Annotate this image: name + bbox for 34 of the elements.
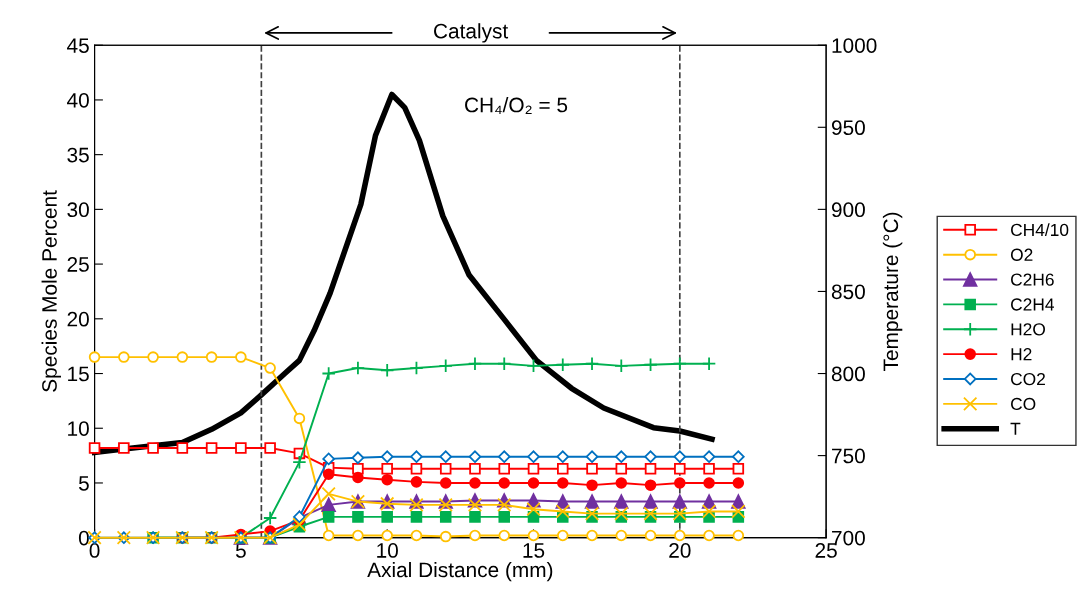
y2-axis-title: Temperature (°C): [882, 212, 903, 371]
legend-label: CH4/10: [1011, 223, 1069, 237]
legend-label: CO: [1011, 397, 1036, 411]
y-tick-label: 45: [67, 38, 89, 53]
legend-label: C2H6: [1011, 273, 1054, 286]
x-tick-label: 15: [523, 543, 545, 558]
x-tick-label: 20: [669, 543, 691, 558]
y-tick-label: 0: [78, 530, 89, 546]
y2-tick-label: 950: [831, 120, 865, 136]
text: Catalyst: [434, 23, 509, 43]
y2-tick-label: 850: [831, 284, 865, 300]
y2-tick-label: 900: [831, 202, 865, 218]
x-tick-label: 10: [377, 543, 398, 558]
annotation: CH₄/O₂ = 5: [465, 97, 568, 114]
legend-label: T: [1010, 422, 1021, 435]
y2-tick-label: 800: [831, 366, 865, 382]
y-tick-label: 35: [67, 147, 89, 163]
legend-label: CO2: [1011, 372, 1045, 386]
y-tick-label: 30: [67, 202, 89, 218]
y-tick-label: 10: [68, 421, 89, 436]
legend-label: H2: [1011, 348, 1032, 361]
y-tick-label: 40: [67, 92, 89, 108]
legend-label: H2O: [1011, 323, 1045, 336]
y-tick-label: 25: [67, 257, 89, 272]
legend-label: O2: [1010, 248, 1033, 261]
y-tick-label: 20: [67, 311, 89, 327]
y-tick-label: 15: [68, 366, 89, 382]
y-tick-label: 5: [78, 476, 89, 491]
x-axis-title: Axial Distance (mm): [367, 561, 553, 582]
y-axis-title: Species Mole Percent: [41, 190, 61, 392]
x-tick-label: 0: [89, 543, 100, 558]
y2-tick-label: 750: [832, 448, 865, 464]
legend-label: C2H4: [1011, 298, 1055, 311]
y2-tick-label: 1000: [832, 38, 877, 53]
